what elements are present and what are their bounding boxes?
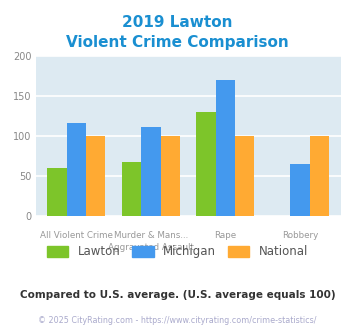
Bar [216,80,235,216]
Bar [86,136,105,216]
Text: Violent Crime Comparison: Violent Crime Comparison [66,35,289,50]
Text: Robbery: Robbery [282,231,318,240]
Text: © 2025 CityRating.com - https://www.cityrating.com/crime-statistics/: © 2025 CityRating.com - https://www.city… [38,315,317,325]
Bar [122,162,141,216]
Text: 2019 Lawton: 2019 Lawton [122,15,233,30]
Bar [235,136,255,216]
Bar [290,164,310,216]
Bar [310,136,329,216]
Text: Compared to U.S. average. (U.S. average equals 100): Compared to U.S. average. (U.S. average … [20,290,335,300]
Bar [160,136,180,216]
Text: Rape: Rape [214,231,236,240]
Text: Murder & Mans...: Murder & Mans... [114,231,188,240]
Bar [67,123,86,216]
Text: All Violent Crime: All Violent Crime [40,231,113,240]
Legend: Lawton, Michigan, National: Lawton, Michigan, National [42,241,313,263]
Bar [196,112,216,216]
Text: Aggravated Assault: Aggravated Assault [108,243,194,252]
Bar [141,126,160,216]
Bar [48,168,67,216]
